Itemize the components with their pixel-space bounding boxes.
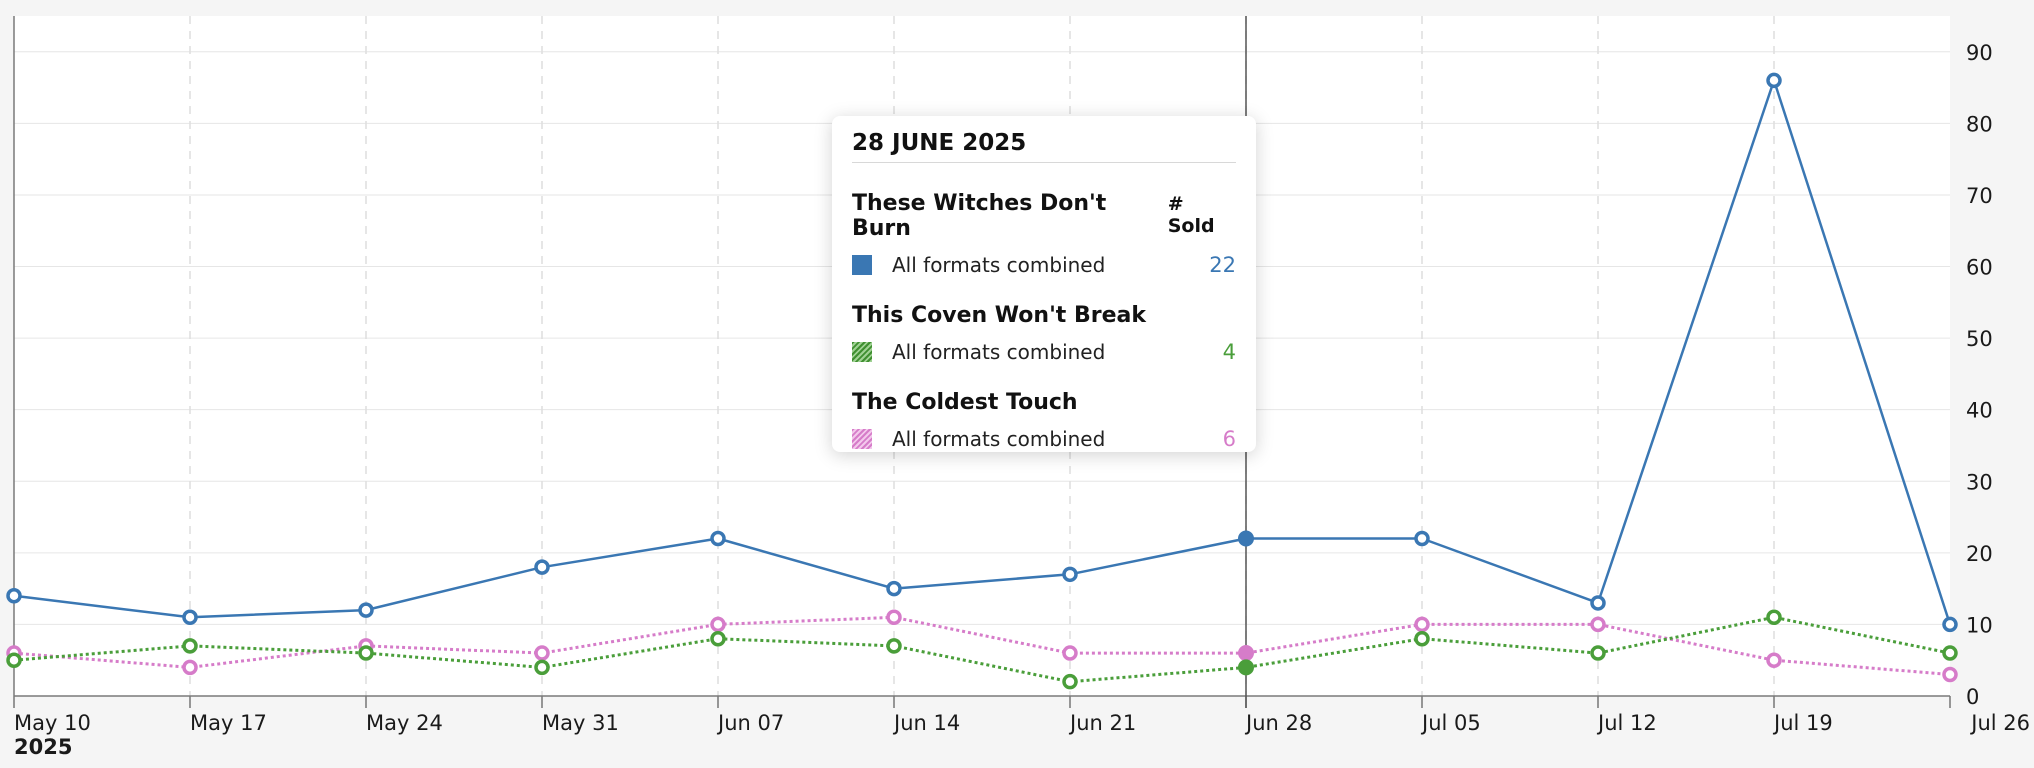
x-tick-label: May 24 (366, 711, 443, 735)
data-point (710, 616, 726, 633)
data-point (1414, 616, 1430, 633)
legend-swatch-icon (852, 342, 872, 362)
data-point (1062, 645, 1078, 661)
tooltip-row: All formats combined 6 (852, 427, 1236, 451)
data-point (534, 559, 550, 575)
x-year-label: 2025 (14, 735, 72, 759)
tooltip-value: 6 (1222, 427, 1236, 451)
data-point (1766, 72, 1782, 89)
data-point (1062, 673, 1078, 690)
data-point (1414, 630, 1430, 647)
data-point (1942, 645, 1958, 661)
data-point (182, 609, 198, 626)
x-tick-label: Jun 21 (1068, 711, 1136, 735)
data-point (358, 602, 374, 618)
tooltip-row: All formats combined 4 (852, 340, 1236, 364)
tooltip-column-header: # Sold (1167, 193, 1215, 237)
data-point (1238, 645, 1254, 662)
series-layer (6, 72, 1958, 690)
tooltip-format-label: All formats combined (892, 427, 1106, 451)
y-tick-label: 60 (1966, 256, 1993, 280)
series-line (13, 615, 1951, 684)
data-point (1590, 645, 1606, 661)
data-point (710, 530, 726, 547)
y-tick-label: 0 (1966, 685, 1979, 709)
x-tick-label: Jul 26 (1969, 711, 2030, 735)
x-tick-label: Jul 05 (1420, 711, 1481, 735)
y-tick-label: 70 (1966, 184, 1993, 208)
data-point (1414, 530, 1430, 547)
data-point (1942, 616, 1958, 633)
tooltip: 28 JUNE 2025 These Witches Don't Burn # … (832, 116, 1256, 452)
legend-swatch-icon (852, 255, 872, 275)
data-point (1062, 566, 1078, 583)
tick-labels: 0 10 20 30 40 50 60 70 80 90 May 10 May 17 May 24 May… (14, 41, 2030, 759)
y-tick-label: 50 (1966, 327, 1993, 351)
data-point (534, 645, 550, 661)
y-tick-label: 30 (1966, 470, 1993, 494)
tooltip-book-title: This Coven Won't Break (852, 303, 1146, 328)
data-point (886, 638, 902, 654)
tooltip-book-title: The Coldest Touch (852, 390, 1078, 415)
x-tick-label: Jul 19 (1772, 711, 1833, 735)
tooltip-series-header: This Coven Won't Break (852, 303, 1236, 328)
tooltip-series-header: These Witches Don't Burn # Sold (852, 191, 1236, 241)
data-point (358, 645, 374, 661)
data-point (886, 609, 902, 626)
data-point (1766, 652, 1782, 668)
x-tick-label: May 10 (14, 711, 91, 735)
tooltip-date: 28 JUNE 2025 (852, 130, 1236, 163)
data-point (710, 630, 726, 647)
y-tick-label: 40 (1966, 399, 1993, 423)
data-point (1238, 659, 1254, 676)
data-point (6, 588, 22, 604)
x-tick-label: May 31 (542, 711, 619, 735)
tooltip-value: 22 (1209, 253, 1236, 277)
x-tick-label: Jul 12 (1596, 711, 1657, 735)
series-group (6, 72, 1958, 633)
tooltip-book-title: These Witches Don't Burn (852, 191, 1107, 241)
tooltip-series-header: The Coldest Touch (852, 390, 1236, 415)
data-point (534, 659, 550, 676)
data-point (182, 638, 198, 654)
tooltip-format-label: All formats combined (892, 253, 1106, 277)
data-point (1238, 530, 1254, 547)
data-point (182, 659, 198, 676)
data-point (6, 652, 22, 668)
y-tick-label: 10 (1966, 613, 1993, 637)
series-line (13, 615, 1951, 676)
legend-swatch-icon (852, 429, 872, 449)
y-tick-label: 90 (1966, 41, 1993, 65)
series-group (6, 609, 1958, 690)
data-point (1590, 616, 1606, 633)
data-point (886, 580, 902, 597)
tooltip-value: 4 (1222, 340, 1236, 364)
tooltip-row: All formats combined 22 (852, 253, 1236, 277)
x-tick-label: Jun 14 (892, 711, 960, 735)
tooltip-format-label: All formats combined (892, 340, 1106, 364)
y-tick-label: 80 (1966, 112, 1993, 136)
data-point (1590, 595, 1606, 611)
data-point (1942, 666, 1958, 683)
y-tick-label: 20 (1966, 542, 1993, 566)
x-tick-label: May 17 (190, 711, 267, 735)
data-point (1766, 609, 1782, 626)
series-line (13, 79, 1952, 625)
x-tick-label: Jun 28 (1244, 711, 1312, 735)
x-tick-label: Jun 07 (716, 711, 784, 735)
